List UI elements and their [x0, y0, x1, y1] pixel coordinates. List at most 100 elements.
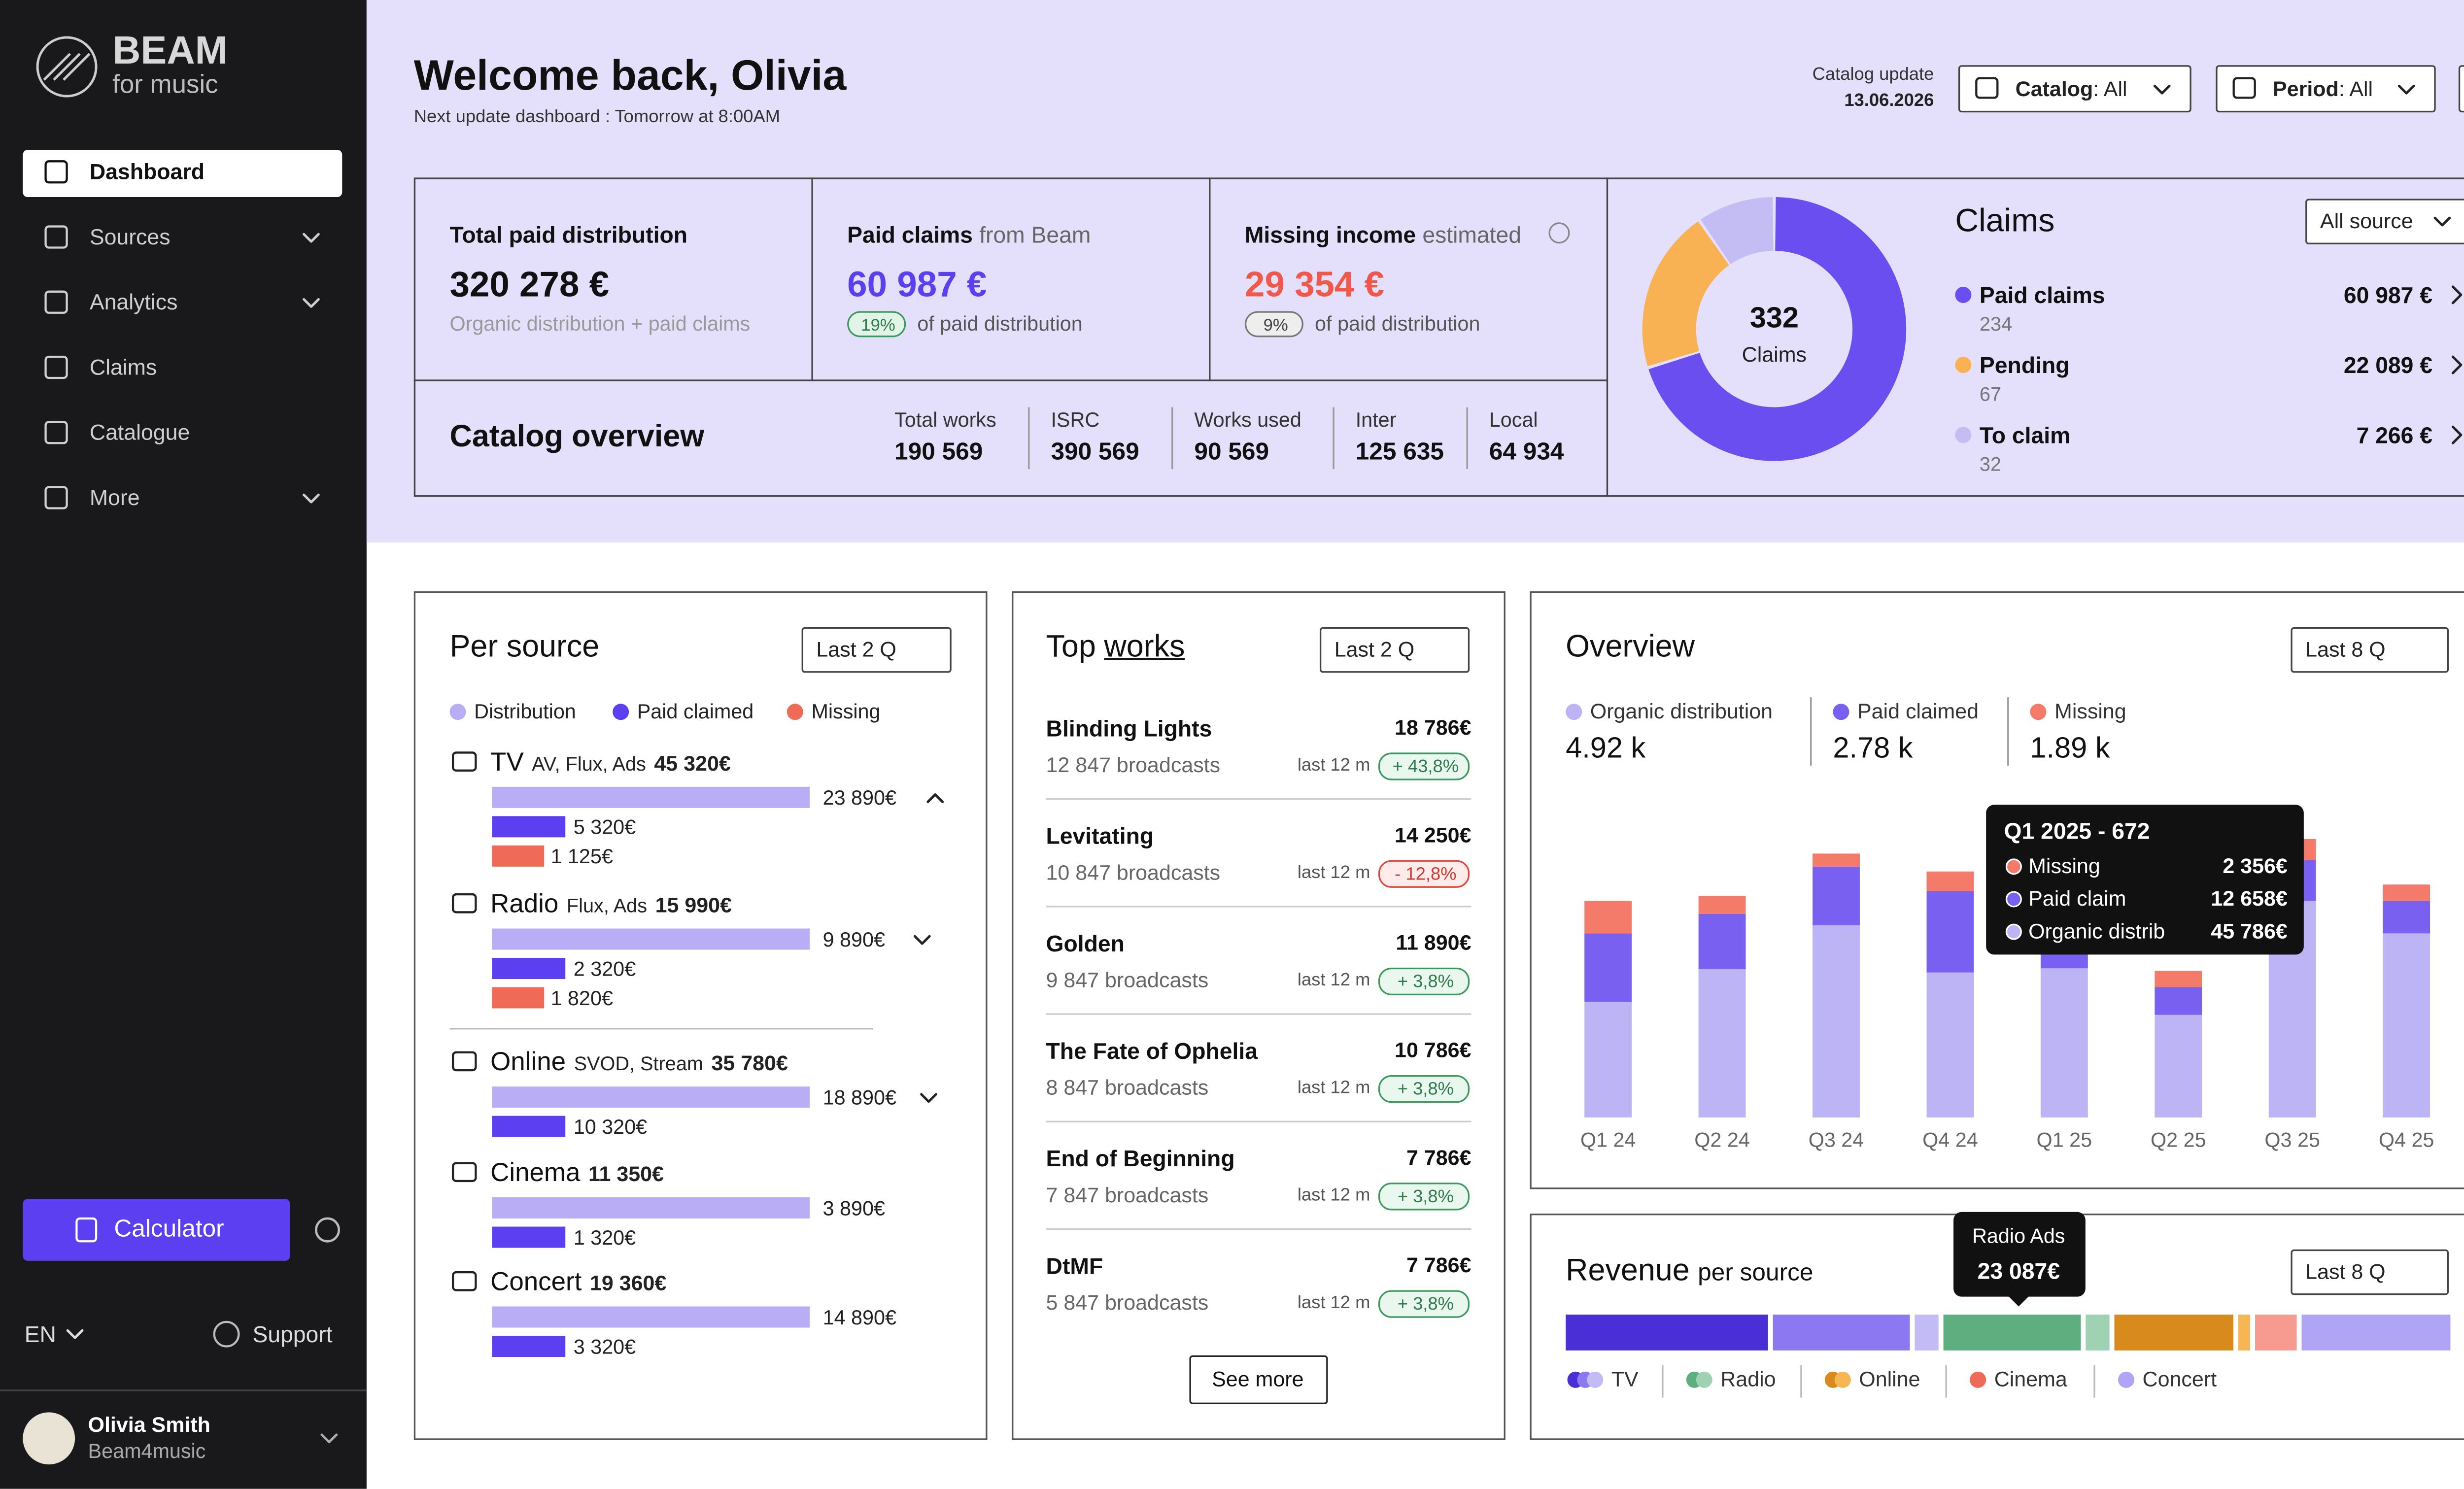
- source-name: Cinema: [490, 1159, 581, 1188]
- claim-name: Paid claims: [1979, 281, 2105, 308]
- calculator-button[interactable]: [23, 1199, 290, 1261]
- brand-sub: for music: [112, 71, 218, 100]
- tooltip-value: 23 087€: [1977, 1257, 2060, 1284]
- kpi-divider: [413, 379, 1607, 381]
- legend-label: Paid claimed: [637, 700, 754, 723]
- title-main: Revenue: [1566, 1254, 1690, 1289]
- x-tick-label: Q1 25: [2036, 1129, 2092, 1152]
- summary-divider: [2007, 697, 2009, 766]
- see-more-label[interactable]: See more: [1212, 1366, 1304, 1391]
- user-name: Olivia Smith: [88, 1412, 210, 1437]
- work-broadcasts: 12 847 broadcasts: [1046, 752, 1221, 778]
- donut-center-label: Claims: [1742, 342, 1807, 367]
- card-title: Revenue per source: [1566, 1254, 1813, 1289]
- kpi-title: Total paid distribution: [449, 218, 687, 251]
- kpi-value: 29 354 €: [1244, 264, 1385, 305]
- source-bar-value: 2 320€: [573, 957, 636, 981]
- legend-divider: [1800, 1365, 1802, 1398]
- kpi-badge: 19%: [847, 311, 906, 338]
- catalog-stat-label: Total works: [894, 408, 996, 432]
- kpi-divider: [1209, 177, 1211, 381]
- filter-label: All source: [2320, 208, 2413, 233]
- source-name: TV: [490, 749, 524, 778]
- filter-dropdown[interactable]: [2291, 627, 2449, 673]
- filter-dropdown[interactable]: [801, 627, 952, 673]
- work-title: DtMF: [1046, 1252, 1103, 1279]
- kpi-badge-text: 19%: [861, 316, 895, 336]
- nav-item[interactable]: Analytics: [89, 290, 178, 315]
- kpi-divider: [1606, 177, 1608, 497]
- change-text: - 12,8%: [1395, 865, 1457, 885]
- legend-label: TV: [1611, 1366, 1639, 1391]
- work-broadcasts: 7 847 broadcasts: [1046, 1183, 1209, 1207]
- source-total: 11 350€: [588, 1161, 664, 1186]
- x-tick-label: Q1 24: [1580, 1129, 1636, 1152]
- title-link: works: [1104, 630, 1185, 665]
- support[interactable]: Support: [252, 1321, 333, 1348]
- overview-tooltip: [1986, 805, 2304, 955]
- filter-dropdown[interactable]: [2291, 1249, 2449, 1295]
- nav-item[interactable]: Dashboard: [89, 159, 205, 184]
- change-badge: - 12,8%: [1378, 860, 1470, 888]
- work-period: last 12 m: [1297, 1185, 1370, 1206]
- legend-label: Missing: [811, 700, 881, 723]
- catalog-stat-value: 90 569: [1194, 438, 1269, 466]
- tooltip-row-value: 2 356€: [2223, 853, 2288, 878]
- kpi-title-main: Paid claims: [847, 221, 973, 248]
- work-title: Blinding Lights: [1046, 715, 1212, 742]
- work-broadcasts: 5 847 broadcasts: [1046, 1290, 1209, 1315]
- catalog-stat-value: 390 569: [1051, 438, 1139, 466]
- nav-item[interactable]: Sources: [89, 225, 171, 249]
- kpi-title-main: Total paid distribution: [449, 221, 688, 248]
- page-subtitle: Next update dashboard : Tomorrow at 8:00…: [413, 107, 781, 127]
- tooltip-pointer-shape: [2007, 1295, 2030, 1307]
- language[interactable]: EN: [24, 1321, 56, 1348]
- kpi-title: Missing income estimated: [1245, 218, 1521, 251]
- kpi-title: Paid claims from Beam: [847, 218, 1091, 251]
- work-divider: [1046, 1228, 1472, 1230]
- source-total: 35 780€: [711, 1050, 788, 1076]
- work-amount: 18 786€: [1395, 715, 1472, 740]
- summary-divider: [1810, 697, 1812, 766]
- nav-active-bg[interactable]: [23, 150, 342, 198]
- nav-item[interactable]: Catalogue: [89, 420, 190, 445]
- export-button[interactable]: [2458, 65, 2464, 113]
- legend-label: Organic distribution: [1590, 699, 1773, 723]
- tooltip-dot: [2005, 891, 2022, 908]
- claim-count: 32: [1979, 453, 2002, 476]
- work-period: last 12 m: [1297, 1078, 1370, 1098]
- change-text: + 3,8%: [1397, 1080, 1454, 1100]
- sidebar-divider: [0, 1389, 367, 1391]
- catalog-stat-label: Local: [1489, 408, 1538, 432]
- source-bar-value: 3 890€: [822, 1197, 885, 1220]
- change-badge: + 3,8%: [1378, 1290, 1470, 1318]
- source-total: 15 990€: [655, 892, 732, 917]
- filter-dropdown[interactable]: [1319, 627, 1470, 673]
- work-period: last 12 m: [1297, 863, 1370, 883]
- legend-divider: [1662, 1365, 1664, 1398]
- card-title: Top works: [1046, 630, 1185, 665]
- per-source-card: [413, 591, 988, 1440]
- filter-value: : All: [2093, 76, 2127, 101]
- source-heading: Online SVOD, Stream 35 780€: [490, 1048, 788, 1080]
- see-more-button[interactable]: [1189, 1355, 1328, 1404]
- work-period: last 12 m: [1297, 756, 1370, 776]
- legend-label: Paid claimed: [1857, 699, 1979, 723]
- work-broadcasts: 10 847 broadcasts: [1046, 860, 1221, 885]
- filter-value: : All: [2338, 76, 2373, 101]
- x-tick-label: Q2 25: [2150, 1129, 2206, 1152]
- legend-label: Cinema: [1994, 1366, 2067, 1391]
- change-text: + 3,8%: [1397, 1187, 1454, 1207]
- work-divider: [1046, 1013, 1472, 1015]
- work-title: End of Beginning: [1046, 1145, 1235, 1172]
- source-name: Concert: [490, 1269, 582, 1297]
- tooltip-dot: [2005, 923, 2022, 940]
- kpi-note: of paid distribution: [917, 312, 1083, 336]
- source-bar-value: 10 320€: [573, 1116, 648, 1139]
- nav-item[interactable]: Claims: [89, 355, 157, 380]
- legend-label: Concert: [2142, 1366, 2217, 1391]
- nav-item[interactable]: More: [89, 485, 140, 510]
- tooltip-row-value: 45 786€: [2211, 918, 2288, 944]
- x-tick-label: Q4 25: [2378, 1129, 2434, 1152]
- filter-label: Last 8 Q: [2305, 1259, 2386, 1284]
